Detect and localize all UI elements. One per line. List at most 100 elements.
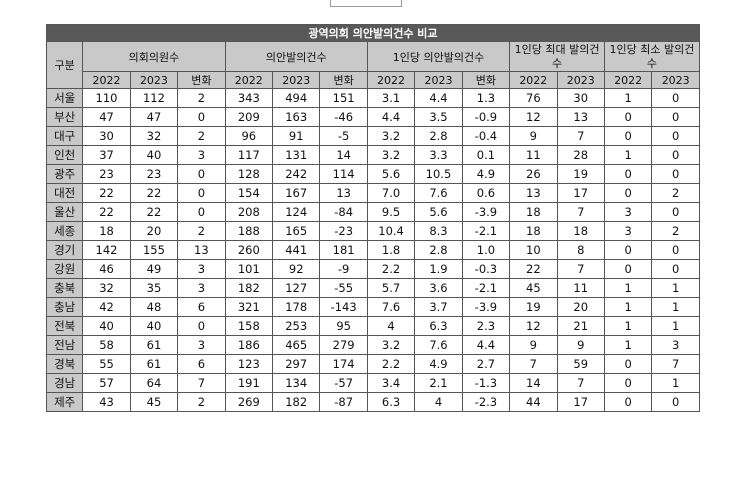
table-cell: -0.9	[461, 107, 511, 127]
table-row: 전남 58 61 3 186 465 279 3.2 7.6 4.4 9 9 1 3	[45, 335, 700, 355]
table-cell: 208	[224, 202, 274, 222]
table-cell: 18	[509, 221, 558, 241]
table-cell: 0	[177, 316, 226, 336]
table-cell: 3.3	[414, 145, 463, 165]
table-cell: 2.8	[414, 126, 463, 146]
table-cell: 0	[177, 202, 226, 222]
table-cell: 48	[129, 297, 179, 317]
table-cell: 1	[603, 88, 653, 108]
table-cell: 0	[651, 392, 700, 412]
table-cell: 6.3	[366, 392, 416, 412]
table-cell: 3.5	[414, 107, 463, 127]
table-row: 부산 47 47 0 209 163 -46 4.4 3.5 -0.9 12 13 0 0	[45, 107, 700, 127]
table-cell: -0.4	[461, 126, 511, 146]
table-cell: 7	[556, 126, 605, 146]
table-cell: 4.4	[414, 88, 463, 108]
table-cell: 178	[271, 297, 321, 317]
table-cell: 3	[603, 221, 653, 241]
table-row: 제주 43 45 2 269 182 -87 6.3 4 -2.3 44 17 0 0	[45, 392, 700, 412]
table-cell: 21	[556, 316, 605, 336]
table-cell: -55	[319, 278, 368, 298]
table-row: 경기 142 155 13 260 441 181 1.8 2.8 1.0 10 8 0 0	[45, 240, 700, 260]
table-cell: -5	[319, 126, 368, 146]
table-cell: 57	[82, 373, 131, 393]
table-cell: 494	[271, 88, 321, 108]
region-label: 전북	[45, 316, 84, 336]
table-cell: -2.3	[461, 392, 511, 412]
table-cell: -2.1	[461, 278, 511, 298]
table-body: 서울 110 112 2 343 494 151 3.1 4.4 1.3 76 30 1 0 부산 47 47 0…	[45, 88, 700, 412]
table-cell: 7.6	[366, 297, 416, 317]
subheader-cell: 변화	[319, 71, 368, 89]
table-cell: 0	[177, 164, 226, 184]
table-cell: -2.1	[461, 221, 511, 241]
table-cell: 2	[177, 126, 226, 146]
table-cell: 2.2	[366, 259, 416, 279]
table-cell: 40	[82, 316, 131, 336]
table-cell: 0.6	[461, 183, 511, 203]
table-cell: 3.2	[366, 145, 416, 165]
table-cell: 47	[129, 107, 179, 127]
table-cell: 2.8	[414, 240, 463, 260]
table-cell: 191	[224, 373, 274, 393]
table-cell: 45	[509, 278, 558, 298]
table-cell: 269	[224, 392, 274, 412]
region-label: 강원	[45, 259, 84, 279]
table-cell: 30	[556, 88, 605, 108]
table-cell: 18	[556, 221, 605, 241]
table-cell: 22	[509, 259, 558, 279]
table-cell: 0	[603, 373, 653, 393]
header-group-bills: 의안발의건수	[224, 41, 368, 72]
table-cell: 4.9	[461, 164, 511, 184]
table-cell: -84	[319, 202, 368, 222]
subheader-cell: 2022	[366, 71, 416, 89]
table-cell: 2	[651, 221, 700, 241]
table-cell: 0	[603, 392, 653, 412]
table-cell: 4.9	[414, 354, 463, 374]
region-label: 대구	[45, 126, 84, 146]
table-cell: 13	[509, 183, 558, 203]
table-cell: 2.2	[366, 354, 416, 374]
subheader-cell: 변화	[177, 71, 226, 89]
table-cell: 110	[82, 88, 131, 108]
table-row: 전북 40 40 0 158 253 95 4 6.3 2.3 12 21 1 1	[45, 316, 700, 336]
table-cell: 13	[177, 240, 226, 260]
table-cell: 4.4	[461, 335, 511, 355]
table-cell: 128	[224, 164, 274, 184]
table-cell: 1.0	[461, 240, 511, 260]
table-cell: 17	[556, 392, 605, 412]
table-title: 광역의회 의안발의건수 비교	[46, 24, 700, 42]
table-cell: 142	[82, 240, 131, 260]
table-cell: 174	[319, 354, 368, 374]
table-cell: 32	[129, 126, 179, 146]
table-cell: 101	[224, 259, 274, 279]
region-label: 부산	[45, 107, 84, 127]
table-cell: 182	[224, 278, 274, 298]
header-row-years: 2022 2023 변화 2022 2023 변화 2022 2023 변화 2022 2023 20…	[47, 71, 700, 89]
table-cell: 0	[651, 202, 700, 222]
table-cell: 46	[82, 259, 131, 279]
table-cell: 22	[129, 202, 179, 222]
table-cell: 7.6	[414, 183, 463, 203]
table-cell: 3	[177, 145, 226, 165]
table-cell: 134	[271, 373, 321, 393]
table-row: 울산 22 22 0 208 124 -84 9.5 5.6 -3.9 18 7 3 0	[45, 202, 700, 222]
table-cell: 10	[509, 240, 558, 260]
table-cell: 0	[603, 240, 653, 260]
table-cell: 44	[509, 392, 558, 412]
table-cell: -143	[319, 297, 368, 317]
table-cell: 42	[82, 297, 131, 317]
table-cell: 441	[271, 240, 321, 260]
table-cell: 167	[271, 183, 321, 203]
table-cell: 9	[556, 335, 605, 355]
subheader-cell: 2023	[556, 71, 605, 89]
table-cell: 45	[129, 392, 179, 412]
table-cell: 40	[129, 316, 179, 336]
table-cell: 154	[224, 183, 274, 203]
table-cell: 2.7	[461, 354, 511, 374]
table-cell: 0	[651, 145, 700, 165]
table-cell: 61	[129, 354, 179, 374]
region-label: 대전	[45, 183, 84, 203]
table-cell: 1	[651, 373, 700, 393]
table-row: 세종 18 20 2 188 165 -23 10.4 8.3 -2.1 18 18 3 2	[45, 221, 700, 241]
